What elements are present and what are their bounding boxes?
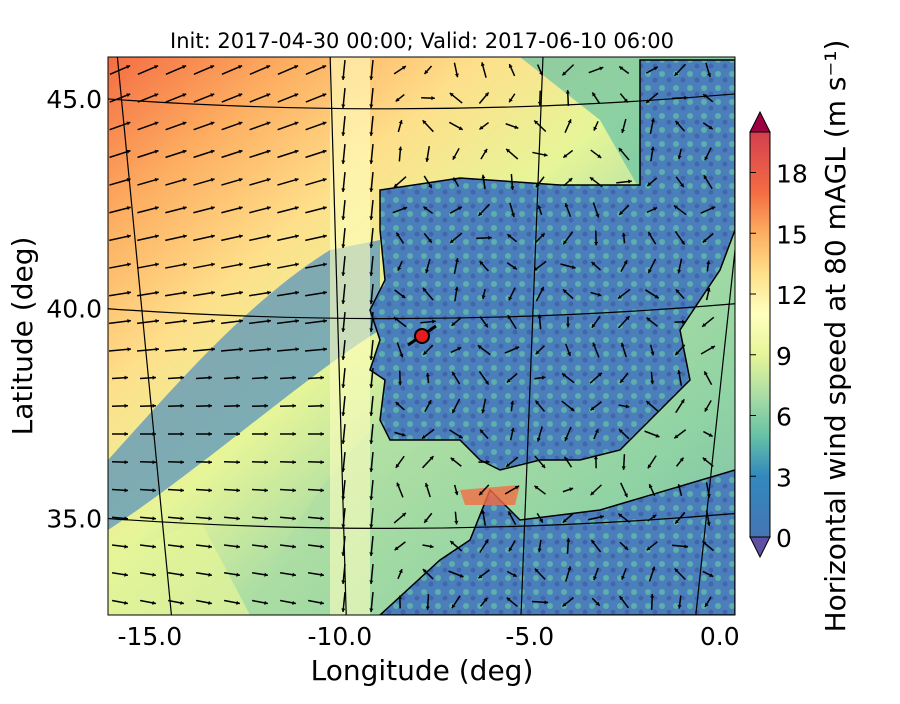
y-tick-label: 35.0 — [46, 505, 102, 534]
colorbar-tick-label: 12 — [776, 281, 808, 310]
x-tick-label: -10.0 — [307, 622, 372, 651]
colorbar-tick-label: 9 — [776, 342, 792, 371]
colorbar-extend-min — [750, 537, 770, 557]
x-tick-label: -15.0 — [117, 622, 182, 651]
colorbar-tick-label: 6 — [776, 403, 792, 432]
y-axis-label: Latitude (deg) — [6, 237, 39, 436]
colorbar-tick-label: 15 — [776, 220, 808, 249]
x-axis-label: Longitude (deg) — [311, 654, 534, 687]
colorbar-tick-label: 0 — [776, 524, 792, 553]
y-tick-label: 45.0 — [46, 85, 102, 114]
y-tick-label: 40.0 — [46, 295, 102, 324]
map-field — [108, 57, 756, 615]
x-tick-label: -5.0 — [505, 622, 554, 651]
colorbar-label: Horizontal wind speed at 80 mAGL (m s⁻¹) — [819, 40, 852, 633]
colorbar-extend-max — [750, 112, 770, 132]
colorbar-tick-label: 18 — [776, 160, 808, 189]
site-marker — [415, 329, 429, 343]
colorbar-tick-label: 3 — [776, 463, 792, 492]
x-tick-label: 0.0 — [700, 622, 740, 651]
chart-title: Init: 2017-04-30 00:00; Valid: 2017-06-1… — [170, 29, 674, 53]
